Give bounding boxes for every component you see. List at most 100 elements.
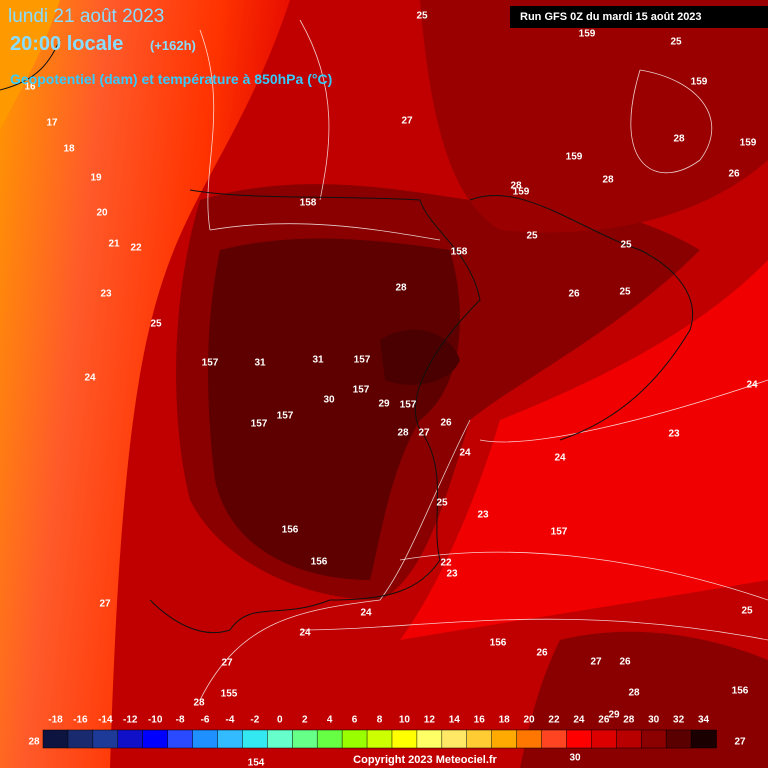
contour-line — [299, 618, 768, 641]
lead-time: (+162h) — [150, 38, 196, 53]
legend-tick-label: 16 — [474, 715, 486, 726]
legend-swatch — [192, 729, 219, 749]
contour-label: 157 — [251, 419, 268, 430]
contour-label: 25 — [526, 231, 538, 242]
contour-line — [399, 551, 768, 601]
legend-swatch — [316, 729, 343, 749]
contour-label: 17 — [46, 118, 58, 129]
orange-zone — [0, 0, 60, 130]
contour-label: 25 — [741, 606, 753, 617]
contour-line — [479, 379, 768, 443]
legend-tick-label: 0 — [277, 715, 283, 726]
contour-label: 20 — [96, 208, 108, 219]
contour-label: 21 — [108, 239, 120, 250]
legend-swatch — [466, 729, 493, 749]
contour-label: 159 — [579, 29, 596, 40]
legend-swatch — [42, 729, 69, 749]
legend-swatch — [441, 729, 468, 749]
contour-label: 28 — [395, 283, 407, 294]
contour-line — [199, 419, 471, 701]
warm-west-zone — [0, 0, 290, 768]
legend-swatch — [92, 729, 119, 749]
contour-label: 157 — [277, 411, 294, 422]
legend-tick-label: 8 — [377, 715, 383, 726]
contour-label: 25 — [620, 240, 632, 251]
legend-tick-label: 20 — [523, 715, 535, 726]
legend-tick-label: 28 — [623, 715, 635, 726]
legend-swatch — [142, 729, 169, 749]
contour-label: 159 — [740, 138, 757, 149]
legend-swatch — [67, 729, 94, 749]
coastline — [469, 194, 694, 441]
legend-tick-label: 6 — [352, 715, 358, 726]
legend-tick-label: 24 — [573, 715, 585, 726]
contour-label: 28 — [28, 737, 40, 748]
contour-label: 18 — [63, 144, 75, 155]
contour-label: 157 — [551, 527, 568, 538]
legend-swatch — [616, 729, 642, 749]
contour-label: 27 — [221, 658, 233, 669]
legend-tick-label: 18 — [499, 715, 511, 726]
legend-tick-label: -8 — [176, 715, 185, 726]
core-zone — [380, 329, 460, 385]
contour-label: 30 — [323, 395, 335, 406]
contour-label: 28 — [397, 428, 409, 439]
legend-swatch — [566, 729, 593, 749]
run-box — [510, 6, 768, 28]
legend-tick-label: 4 — [327, 715, 333, 726]
legend-swatch — [541, 729, 568, 749]
coastline — [149, 189, 481, 634]
contour-label: 28 — [673, 134, 685, 145]
contour-label: 26 — [440, 418, 452, 429]
contour-line — [209, 223, 441, 241]
contour-line — [199, 29, 215, 231]
contour-label: 27 — [590, 657, 602, 668]
time-title: 20:00 locale — [10, 33, 123, 55]
legend-swatch — [242, 729, 269, 749]
legend-swatch — [217, 729, 244, 749]
contour-label: 23 — [446, 569, 458, 580]
legend-tick-label: 34 — [698, 715, 710, 726]
contour-label: 25 — [619, 287, 631, 298]
legend-swatch — [341, 729, 368, 749]
contour-label: 158 — [300, 198, 317, 209]
contour-label: 157 — [400, 400, 417, 411]
legend-swatch — [117, 729, 144, 749]
contour-label: 156 — [732, 686, 749, 697]
legend-tick-label: 2 — [302, 715, 308, 726]
contour-label: 23 — [477, 510, 489, 521]
hot-zone-north — [420, 0, 768, 233]
contour-label: 28 — [510, 181, 522, 192]
contour-label: 27 — [401, 116, 413, 127]
contour-label: 159 — [513, 187, 530, 198]
legend-tick-label: -6 — [201, 715, 210, 726]
very-hot-zone — [208, 238, 460, 580]
legend-tick-label: -10 — [148, 715, 163, 726]
contour-label: 156 — [311, 557, 328, 568]
contour-label: 29 — [608, 710, 620, 721]
contour-label: 27 — [734, 737, 746, 748]
contour-label: 22 — [440, 558, 452, 569]
legend-swatch — [640, 729, 667, 749]
contour-label: 157 — [353, 385, 370, 396]
bright-red-zone — [400, 260, 768, 640]
field-title: Geopotentiel (dam) et température à 850h… — [10, 71, 332, 87]
contour-label: 154 — [248, 758, 265, 768]
copyright: Copyright 2023 Meteociel.fr — [353, 754, 497, 766]
run-info: Run GFS 0Z du mardi 15 août 2023 — [520, 11, 702, 23]
contour-label: 26 — [728, 169, 740, 180]
legend-tick-label: -16 — [73, 715, 88, 726]
contour-label: 158 — [451, 247, 468, 258]
legend-swatch — [591, 729, 618, 749]
legend-tick-label: 10 — [399, 715, 411, 726]
legend-tick-label: 14 — [449, 715, 461, 726]
contour-label: 28 — [193, 698, 205, 709]
legend-swatch — [665, 729, 692, 749]
contour-label: 157 — [202, 358, 219, 369]
contour-line — [630, 69, 712, 174]
legend-swatch — [391, 729, 418, 749]
legend-tick-label: -14 — [98, 715, 113, 726]
contour-label: 30 — [569, 753, 581, 764]
date-title: lundi 21 août 2023 — [8, 6, 164, 27]
